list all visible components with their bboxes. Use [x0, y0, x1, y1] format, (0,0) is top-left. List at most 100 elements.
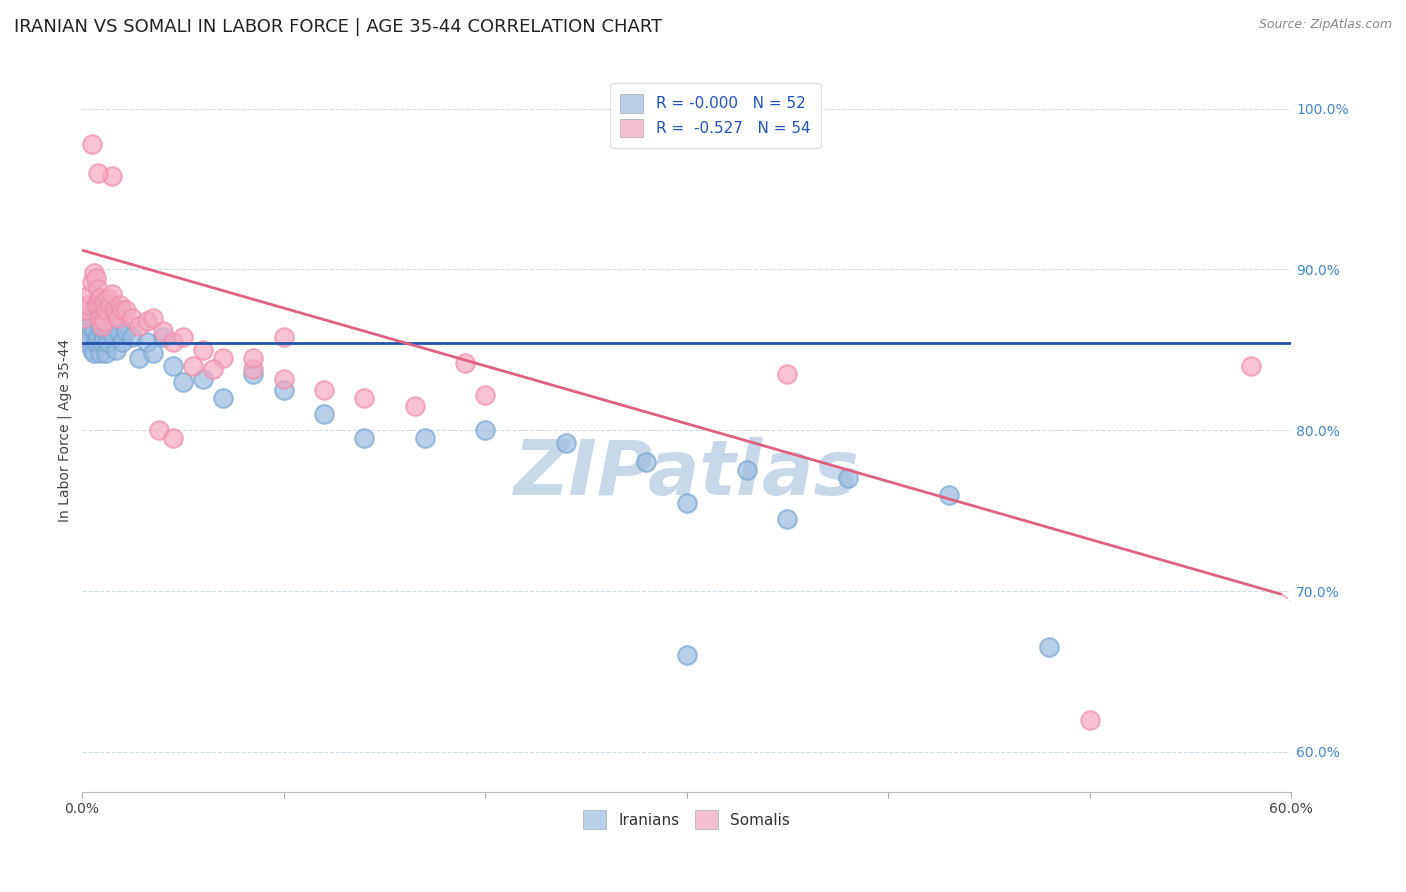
Point: [96, 302, 118, 317]
Point: [93, 314, 115, 328]
Point: [73, 310, 96, 325]
Point: [312, 407, 335, 421]
Point: [202, 362, 225, 376]
Point: [83, 324, 105, 338]
Point: [273, 383, 295, 397]
Text: Source: ZipAtlas.com: Source: ZipAtlas.com: [1258, 18, 1392, 31]
Point: [242, 351, 264, 365]
Point: [96, 324, 118, 338]
Point: [83, 266, 105, 280]
Point: [135, 334, 157, 349]
Point: [89, 346, 111, 360]
Point: [101, 286, 124, 301]
Point: [172, 330, 194, 344]
Point: [103, 330, 125, 344]
Point: [84, 298, 107, 312]
Legend: Iranians, Somalis: Iranians, Somalis: [578, 804, 796, 835]
Point: [837, 471, 859, 485]
Point: [474, 388, 496, 402]
Point: [404, 399, 426, 413]
Point: [121, 310, 143, 325]
Point: [84, 334, 107, 349]
Point: [1078, 713, 1101, 727]
Point: [128, 351, 150, 365]
Y-axis label: In Labor Force | Age 35-44: In Labor Force | Age 35-44: [58, 339, 72, 522]
Point: [242, 362, 264, 376]
Text: ZIPatlas: ZIPatlas: [513, 437, 859, 510]
Point: [96, 346, 118, 360]
Point: [121, 330, 143, 344]
Point: [77, 330, 100, 344]
Point: [212, 391, 235, 405]
Point: [103, 302, 125, 317]
Point: [75, 334, 97, 349]
Point: [79, 318, 101, 333]
Point: [152, 324, 174, 338]
Point: [353, 391, 375, 405]
Point: [128, 318, 150, 333]
Point: [82, 276, 104, 290]
Point: [97, 292, 120, 306]
Point: [735, 463, 758, 477]
Point: [91, 318, 114, 333]
Point: [191, 372, 214, 386]
Point: [474, 423, 496, 437]
Point: [82, 137, 104, 152]
Point: [776, 511, 799, 525]
Point: [97, 334, 120, 349]
Point: [273, 372, 295, 386]
Point: [87, 166, 110, 180]
Point: [115, 302, 138, 317]
Point: [89, 318, 111, 333]
Point: [353, 431, 375, 445]
Point: [242, 367, 264, 381]
Point: [454, 356, 477, 370]
Point: [107, 324, 129, 338]
Point: [91, 310, 114, 325]
Point: [776, 367, 799, 381]
Point: [273, 330, 295, 344]
Point: [89, 292, 111, 306]
Point: [148, 423, 170, 437]
Point: [87, 330, 110, 344]
Point: [1038, 640, 1060, 655]
Point: [181, 359, 204, 373]
Point: [172, 375, 194, 389]
Point: [75, 302, 97, 317]
Point: [82, 343, 104, 357]
Text: IRANIAN VS SOMALI IN LABOR FORCE | AGE 35-44 CORRELATION CHART: IRANIAN VS SOMALI IN LABOR FORCE | AGE 3…: [14, 18, 662, 36]
Point: [111, 334, 134, 349]
Point: [312, 383, 335, 397]
Point: [101, 169, 124, 184]
Point: [135, 314, 157, 328]
Point: [212, 351, 235, 365]
Point: [87, 282, 110, 296]
Point: [87, 302, 110, 317]
Point: [98, 298, 121, 312]
Point: [77, 298, 100, 312]
Point: [1240, 359, 1263, 373]
Point: [110, 298, 132, 312]
Point: [93, 330, 115, 344]
Point: [675, 648, 697, 663]
Point: [87, 298, 110, 312]
Point: [83, 346, 105, 360]
Point: [105, 343, 128, 357]
Point: [79, 286, 101, 301]
Point: [107, 310, 129, 325]
Point: [93, 314, 115, 328]
Point: [162, 359, 184, 373]
Point: [142, 346, 165, 360]
Point: [93, 294, 115, 309]
Point: [73, 324, 96, 338]
Point: [636, 455, 658, 469]
Point: [115, 324, 138, 338]
Point: [152, 330, 174, 344]
Point: [162, 334, 184, 349]
Point: [554, 436, 576, 450]
Point: [938, 487, 960, 501]
Point: [111, 302, 134, 317]
Point: [82, 310, 104, 325]
Point: [84, 270, 107, 285]
Point: [413, 431, 436, 445]
